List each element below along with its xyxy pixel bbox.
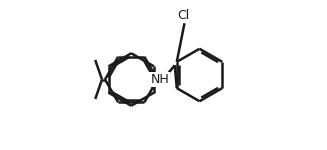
Text: Cl: Cl [178,9,190,22]
Text: NH: NH [150,73,169,86]
